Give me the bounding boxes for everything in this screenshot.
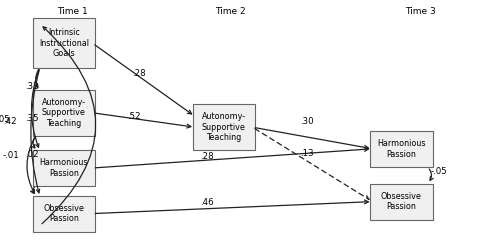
- Text: Intrinsic
Instructional
Goals: Intrinsic Instructional Goals: [39, 28, 89, 59]
- Text: Time 3: Time 3: [404, 7, 436, 16]
- Text: .02: .02: [24, 150, 38, 159]
- FancyBboxPatch shape: [32, 90, 95, 136]
- Text: -.05: -.05: [0, 115, 10, 124]
- FancyBboxPatch shape: [32, 18, 95, 68]
- Text: .52: .52: [128, 112, 141, 121]
- Text: .46: .46: [200, 198, 213, 207]
- Text: .28: .28: [200, 152, 213, 161]
- Text: Harmonious
Passion: Harmonious Passion: [40, 158, 88, 178]
- Text: -.01: -.01: [2, 151, 20, 160]
- Text: Obsessive
Passion: Obsessive Passion: [44, 204, 84, 223]
- FancyBboxPatch shape: [32, 196, 95, 232]
- FancyBboxPatch shape: [370, 131, 432, 167]
- Text: .28: .28: [132, 69, 146, 78]
- Text: Time 1: Time 1: [57, 7, 88, 16]
- Text: Harmonious
Passion: Harmonious Passion: [377, 139, 426, 159]
- FancyBboxPatch shape: [32, 150, 95, 186]
- Text: .42: .42: [3, 117, 17, 126]
- Text: .30: .30: [300, 117, 314, 126]
- Text: Time 2: Time 2: [214, 7, 246, 16]
- FancyBboxPatch shape: [192, 104, 255, 150]
- FancyBboxPatch shape: [370, 184, 432, 220]
- Text: Obsessive
Passion: Obsessive Passion: [381, 192, 422, 211]
- Text: .35: .35: [24, 114, 38, 123]
- Text: .13: .13: [300, 149, 314, 158]
- Text: .32: .32: [24, 82, 38, 91]
- Text: Autonomy-
Supportive
Teaching: Autonomy- Supportive Teaching: [202, 112, 246, 143]
- Text: Autonomy-
Supportive
Teaching: Autonomy- Supportive Teaching: [42, 97, 86, 128]
- Text: -.05: -.05: [430, 167, 448, 176]
